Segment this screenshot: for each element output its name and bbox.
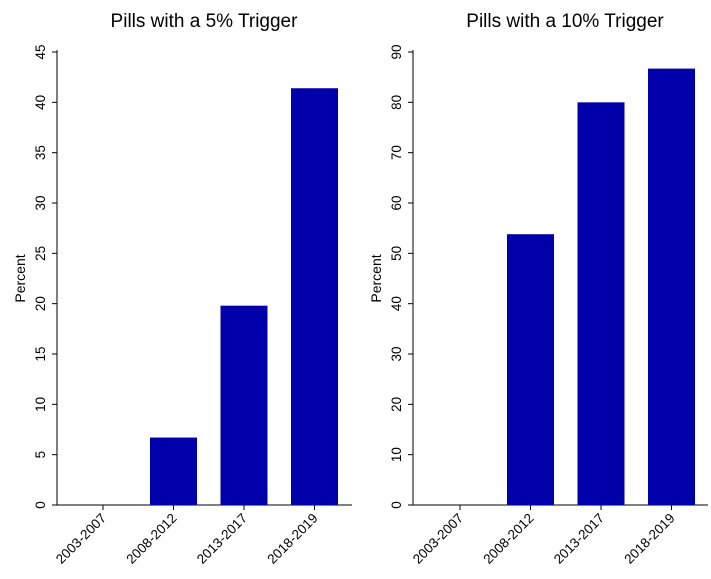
bar-2018-2019 <box>648 68 695 506</box>
y-tick-label: 0 <box>389 501 404 509</box>
bar-2008-2012 <box>507 234 554 505</box>
bar-2013-2017 <box>220 305 268 505</box>
y-tick-label: 70 <box>389 145 404 160</box>
y-axis-label: Percent <box>12 254 28 302</box>
y-tick-label: 10 <box>389 447 404 462</box>
y-tick-label: 80 <box>389 95 404 110</box>
x-tick-label: 2008-2012 <box>123 511 179 567</box>
y-axis-label: Percent <box>368 254 384 302</box>
bar-2018-2019 <box>291 88 338 506</box>
chart-panel-5pct: Pills with a 5% Trigger Percent 0 5 10 15 20… <box>12 11 352 567</box>
y-tick-label: 90 <box>389 44 404 59</box>
x-tick-label: 2013-2017 <box>551 511 607 567</box>
y-tick-label: 0 <box>33 501 48 509</box>
x-tick-label: 2018-2019 <box>621 511 677 567</box>
y-tick-label: 40 <box>389 296 404 311</box>
bar-2013-2017 <box>577 102 625 505</box>
y-tick-label: 20 <box>33 296 48 311</box>
y-tick-label: 5 <box>33 451 48 459</box>
y-tick-label: 20 <box>389 397 404 412</box>
y-tick-label: 30 <box>33 195 48 210</box>
y-tick-label: 45 <box>33 44 48 59</box>
y-tick-label: 60 <box>389 195 404 210</box>
y-tick-label: 15 <box>33 346 48 361</box>
x-tick-label: 2008-2012 <box>480 511 536 567</box>
x-tick-label: 2013-2017 <box>194 511 250 567</box>
y-tick-label: 35 <box>33 145 48 160</box>
chart-panel-10pct: Pills with a 10% Trigger Percent 0 10 20 30… <box>368 11 708 567</box>
bar-2008-2012 <box>150 437 197 505</box>
chart-title: Pills with a 10% Trigger <box>466 11 664 32</box>
chart-title: Pills with a 5% Trigger <box>111 11 299 32</box>
y-tick-label: 30 <box>389 346 404 361</box>
x-tick-label: 2003-2007 <box>410 511 466 567</box>
y-tick-label: 10 <box>33 397 48 412</box>
y-tick-label: 25 <box>33 246 48 261</box>
y-tick-label: 40 <box>33 95 48 110</box>
y-tick-label: 50 <box>389 246 404 261</box>
x-tick-label: 2003-2007 <box>53 511 109 567</box>
x-tick-label: 2018-2019 <box>264 511 320 567</box>
